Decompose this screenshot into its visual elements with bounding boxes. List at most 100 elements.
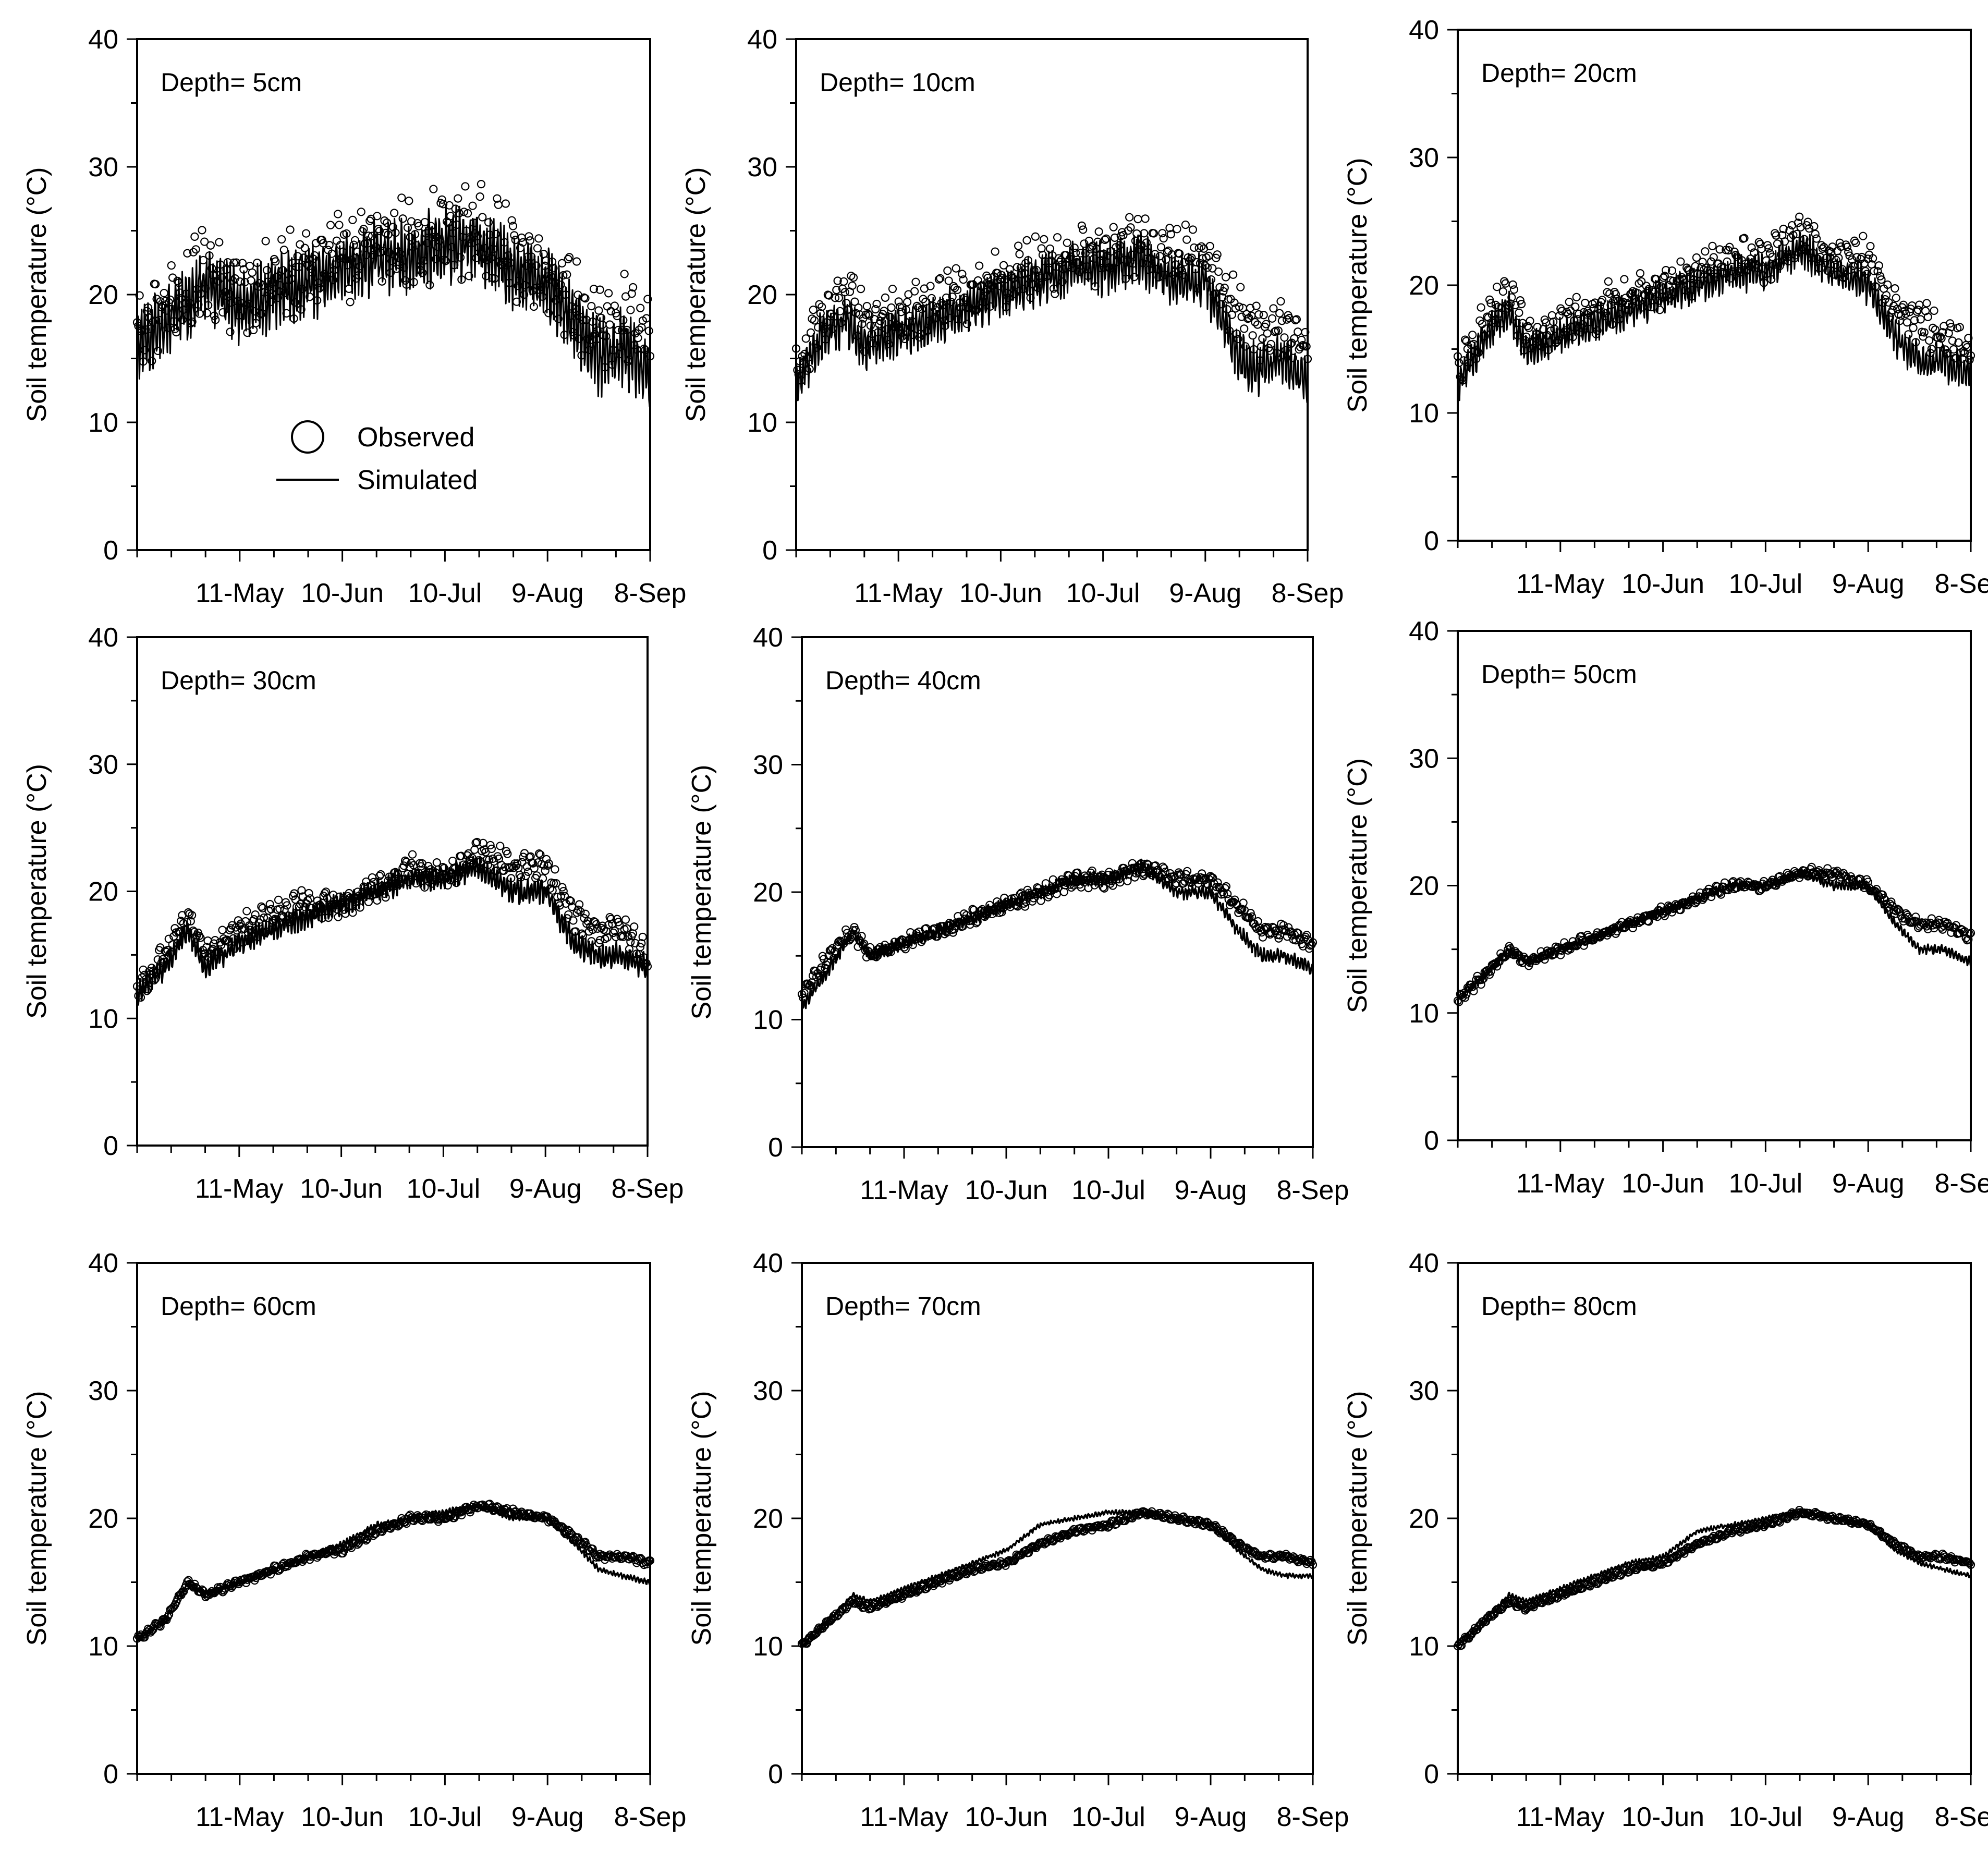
x-tick-label: 8-Sep [1935,569,1988,599]
observed-point [478,213,487,222]
observed-point [1919,332,1928,341]
observed-point [470,845,479,854]
y-tick-label: 20 [753,878,783,908]
observed-point [1810,222,1819,231]
observed-point [1938,328,1947,337]
observed-point [887,303,896,312]
observed-point [418,268,427,277]
observed-point [603,302,612,311]
observed-point [1804,224,1814,233]
depth-label: Depth= 50cm [1481,660,1637,689]
observed-point [1927,345,1936,354]
observed-point [1181,220,1190,229]
observed-point [148,357,156,366]
observed-point [238,259,247,267]
observed-point [872,299,881,309]
observed-point [1828,242,1837,251]
observed-point [368,232,377,240]
observed-point [1506,299,1515,308]
observed-point [544,309,553,318]
y-tick-label: 30 [753,1376,783,1406]
y-tick-label: 20 [753,1504,783,1534]
observed-point [626,306,635,314]
observed-point [1276,297,1285,306]
observed-point [1937,334,1946,343]
observed-point [166,295,175,304]
x-tick-label: 10-Jun [1621,1168,1704,1199]
observed-point [1270,327,1279,336]
observed-point [810,316,819,325]
panel-7: 0 10 20 30 40 11-May 10-Jun 10-Jul 9-Aug 8-Sep Soi… [22,1248,686,1832]
observed-point [218,926,227,934]
observed-point [454,194,462,203]
observed-point [959,275,968,284]
observed-point [334,210,343,218]
observed-point [1508,280,1517,289]
observed-point [357,208,365,216]
observed-point [557,259,567,267]
observed-point [1708,241,1717,250]
observed-point [1166,230,1175,239]
observed-point [834,294,844,302]
observed-point [1302,342,1311,351]
observed-point [1786,233,1795,242]
observed-point [1268,314,1277,323]
observed-point [439,200,448,209]
observed-point [644,326,653,335]
observed-point [1245,313,1253,323]
observed-point [468,201,477,210]
observed-point [952,264,960,273]
observed-point [1149,229,1158,238]
observed-point [832,285,841,295]
observed-point [461,182,470,191]
observed-point [1930,306,1938,315]
x-tick-label: 11-May [1516,1168,1605,1199]
observed-point [1214,267,1223,276]
observed-point [862,302,871,311]
observed-point [1298,341,1307,350]
observed-point [864,310,873,319]
y-tick-label: 40 [1409,15,1439,45]
observed-point [1051,289,1059,298]
y-tick-label: 10 [747,408,777,438]
y-tick-label: 40 [753,1248,783,1278]
observed-point [1188,225,1198,234]
observed-point [1740,234,1749,242]
observed-point [605,320,614,329]
observed-point [177,917,186,926]
panel-6: 0 10 20 30 40 11-May 10-Jun 10-Jul 9-Aug 8-Sep Soi… [1343,616,1988,1199]
y-axis-title: Soil temperature (°C) [687,1391,717,1646]
observed-point [1701,247,1710,256]
x-tick-label: 10-Jul [1729,569,1803,599]
observed-point [283,901,291,910]
observed-point [493,194,502,203]
observed-point [1101,235,1109,244]
observed-point [1893,305,1902,313]
observed-point [1870,266,1879,275]
simulated-line [801,1509,1314,1647]
observed-point [1453,352,1462,361]
y-tick-label: 20 [88,877,118,907]
y-tick-label: 40 [753,623,783,653]
observed-point [881,293,890,302]
observed-point [1159,234,1168,243]
observed-point [1667,266,1677,275]
observed-point [1572,293,1581,301]
depth-label: Depth= 60cm [161,1292,316,1321]
observed-point [1836,242,1846,251]
simulated-line [136,204,651,407]
observed-point [1277,316,1286,325]
observed-point [880,307,888,315]
observed-point [962,319,971,328]
y-tick-label: 30 [1409,744,1439,774]
y-tick-label: 10 [88,1631,118,1662]
observed-point [1923,312,1932,321]
observed-point [322,887,331,896]
observed-point [226,327,235,336]
observed-point [414,222,423,230]
observed-point [999,261,1008,270]
observed-point [1204,251,1213,260]
observed-series [1453,862,1975,1006]
observed-point [1133,215,1142,224]
observed-point [335,221,344,229]
